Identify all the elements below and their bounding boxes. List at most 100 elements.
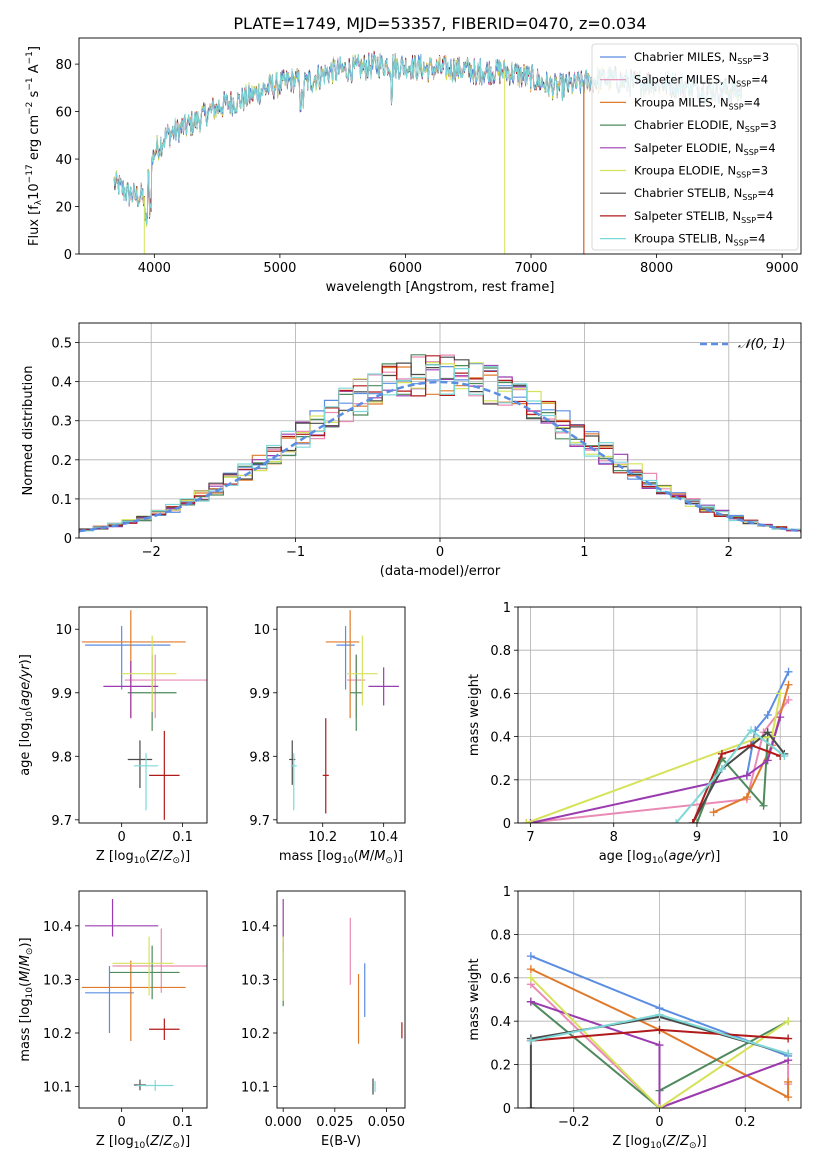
x-tick-label: 9 bbox=[693, 830, 701, 845]
panel-residuals: −2 −1 0 1 2 0 0.1 0.2 0.3 0.4 0.5 𝒩(0, 1) (data-mode… bbox=[21, 322, 802, 579]
y-tick-label: 0.6 bbox=[490, 972, 511, 987]
axes-frame bbox=[78, 37, 802, 255]
x-tick-label: 0.050 bbox=[368, 1115, 405, 1130]
plot-area bbox=[113, 50, 743, 254]
y-axis-label: mass weight bbox=[467, 958, 482, 1040]
panel-spectrum: 4000 5000 6000 7000 8000 9000 0 20 40 60 80 wavelen… bbox=[25, 37, 802, 295]
x-tick-label: 0.1 bbox=[172, 830, 193, 845]
y-tick-label: 9.8 bbox=[51, 750, 72, 765]
mass-weight-marker bbox=[763, 756, 772, 765]
mass-weight-marker bbox=[526, 952, 535, 961]
mass-weight-marker bbox=[763, 711, 772, 719]
y-tick-label: 0.4 bbox=[490, 1015, 511, 1030]
errorbar-point bbox=[149, 1018, 180, 1040]
errorbar-point bbox=[103, 661, 159, 719]
y-tick-label: 10.3 bbox=[241, 973, 270, 988]
mass-weight-marker bbox=[522, 819, 531, 823]
plot-area bbox=[282, 899, 403, 1095]
axes-frame bbox=[276, 606, 406, 824]
mass-weight-marker bbox=[784, 1017, 793, 1026]
x-tick-label: 8000 bbox=[640, 261, 673, 276]
mass-weight-series bbox=[530, 1000, 789, 1108]
x-tick-label: 0 bbox=[655, 1115, 663, 1130]
errorbar-point bbox=[109, 945, 180, 1000]
x-tick-label: −2 bbox=[142, 545, 161, 560]
errorbar-point bbox=[85, 626, 171, 690]
mass-weight-marker bbox=[763, 728, 772, 737]
x-tick-label: 0.025 bbox=[316, 1115, 353, 1130]
mass-weight-marker bbox=[526, 973, 535, 982]
legend-label: Chabrier STELIB, NSSP=4 bbox=[634, 186, 774, 202]
x-tick-label: 0 bbox=[118, 830, 126, 845]
mass-weight-marker bbox=[784, 680, 793, 689]
y-tick-label: 0.5 bbox=[51, 337, 72, 352]
mass-weight-marker bbox=[688, 819, 697, 823]
x-tick-label: 9000 bbox=[766, 261, 799, 276]
y-tick-label: 0 bbox=[503, 817, 511, 832]
y-tick-label: 0.8 bbox=[490, 644, 511, 659]
mass-weight-marker bbox=[526, 819, 535, 823]
mass-weight-marker bbox=[742, 771, 751, 780]
y-tick-label: 10.2 bbox=[43, 1027, 72, 1042]
mass-weight-marker bbox=[747, 741, 756, 750]
y-tick-label: 0.4 bbox=[51, 376, 72, 391]
y-tick-label: 9.8 bbox=[249, 750, 270, 765]
legend: Chabrier MILES, NSSP=3 Salpeter MILES, NS… bbox=[591, 43, 799, 251]
x-tick-label: −0.2 bbox=[558, 1115, 590, 1130]
legend-label: Chabrier MILES, NSSP=3 bbox=[634, 50, 769, 66]
y-tick-label: 80 bbox=[55, 58, 72, 73]
x-tick-label: 10.2 bbox=[308, 830, 337, 845]
legend-frame bbox=[591, 43, 799, 251]
y-tick-label: 40 bbox=[55, 153, 72, 168]
y-tick-label: 0.1 bbox=[51, 493, 72, 508]
y-tick-label: 10 bbox=[55, 623, 72, 638]
errorbar-point bbox=[127, 740, 153, 789]
x-tick-label: 8 bbox=[610, 830, 618, 845]
errorbar-point bbox=[82, 610, 186, 719]
y-tick-label: 9.7 bbox=[51, 814, 72, 829]
errorbar-point bbox=[290, 753, 297, 811]
errorbar-point bbox=[85, 899, 159, 937]
x-axis-label: (data-model)/error bbox=[380, 564, 501, 579]
x-tick-label: 6000 bbox=[389, 261, 422, 276]
plot-area bbox=[82, 899, 207, 1091]
panel-age-vs-Z: 0 0.1 9.7 9.8 9.9 10 Z [log10(Z/Z⊙)] age [log10… bbox=[18, 606, 208, 866]
axes-frame bbox=[517, 606, 802, 824]
x-axis-label: Z [log10(Z/Z⊙)] bbox=[612, 1134, 706, 1151]
mass-weight-marker bbox=[526, 997, 535, 1006]
y-tick-label: 20 bbox=[55, 201, 72, 216]
mass-weight-series bbox=[691, 730, 786, 823]
panel-age-vs-mass: 10.2 10.4 9.7 9.8 9.9 10 mass [log10(M/M⊙)] bbox=[249, 606, 406, 866]
errorbar-point bbox=[133, 753, 159, 811]
mass-weight-series bbox=[525, 693, 782, 823]
axes-frame bbox=[276, 890, 406, 1109]
legend-label: 𝒩(0, 1) bbox=[738, 337, 785, 352]
y-tick-label: 9.7 bbox=[249, 814, 270, 829]
mass-weight-marker bbox=[784, 1093, 793, 1102]
mass-weight-marker bbox=[655, 1104, 664, 1108]
y-tick-label: 60 bbox=[55, 106, 72, 121]
y-tick-label: 0.6 bbox=[490, 687, 511, 702]
x-axis-label: mass [log10(M/M⊙)] bbox=[279, 849, 403, 866]
y-tick-label: 10.1 bbox=[43, 1081, 72, 1096]
errorbar-point bbox=[322, 718, 329, 814]
errorbar-point bbox=[85, 966, 134, 1033]
y-tick-label: 0.2 bbox=[490, 1059, 511, 1074]
y-tick-label: 0.4 bbox=[490, 731, 511, 746]
axes-frame bbox=[517, 890, 802, 1109]
errorbar-point bbox=[325, 610, 360, 719]
x-axis-label: Z [log10(Z/Z⊙)] bbox=[96, 849, 190, 866]
errorbar-point bbox=[112, 928, 207, 993]
y-tick-label: 0.3 bbox=[51, 415, 72, 430]
x-axis-label: wavelength [Angstrom, rest frame] bbox=[326, 280, 555, 295]
x-tick-label: 2 bbox=[725, 545, 733, 560]
plot-area bbox=[79, 354, 801, 534]
y-tick-label: 10.2 bbox=[241, 1027, 270, 1042]
mass-weight-marker bbox=[526, 965, 535, 974]
y-tick-label: 9.9 bbox=[51, 687, 72, 702]
panel-mass-weight-vs-Z: −0.2 0 0.2 0 0.2 0.4 0.6 0.8 1 mass weight Z [log1… bbox=[467, 885, 802, 1151]
y-tick-label: 10.4 bbox=[43, 920, 72, 935]
errorbar-point bbox=[112, 936, 174, 996]
y-tick-label: 0.2 bbox=[51, 454, 72, 469]
